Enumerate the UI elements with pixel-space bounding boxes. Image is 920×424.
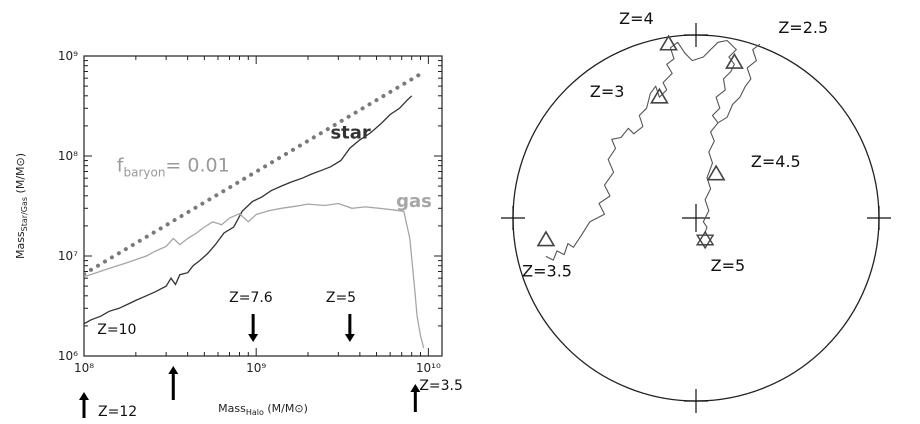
y-axis-label: MassStar/Gas (M/M⊙) [14,153,29,259]
star-marker [695,234,715,250]
redshift-label: Z=7.6 [229,290,273,306]
triangle-marker [536,230,556,247]
series-line-baryon [84,72,423,276]
orbit-track-branch [717,43,761,124]
redshift-point-label: Z=4 [619,9,654,28]
redshift-arrow: Z=5 [326,290,356,342]
redshift-arrow: Z=3.5 [410,378,463,412]
series-line-gas [84,202,425,349]
triangle-marker [650,87,669,104]
redshift-label: Z=12 [98,404,137,420]
series-group [84,72,425,349]
y-tick-label: 10⁹ [58,49,78,63]
redshift-point-label: Z=2.5 [778,18,828,37]
redshift-arrow: Z=12 [79,392,137,420]
redshift-label: Z=5 [326,290,356,306]
triangle-marker [725,52,744,69]
redshift-arrow: Z=7.6 [229,290,273,342]
star-marker [695,230,715,246]
series-label-gas: gas [396,191,432,212]
arrow-head [248,334,259,342]
x-tick-label: 10¹⁰ [416,361,441,375]
series-line-star [84,95,413,325]
redshift-label: Z=3.5 [419,378,463,394]
redshift-arrow: Z=10 [97,322,179,400]
x-axis-label: MassHalo (M/M⊙) [218,402,308,417]
arrow-head [344,334,355,342]
arrow-head [168,366,179,374]
arrow-head [410,384,421,392]
redshift-point-label: Z=4.5 [751,152,801,171]
redshift-point-label: Z=3.5 [522,262,572,281]
orbit-track [545,39,737,261]
plot-frame [83,55,443,357]
redshift-point-label: Z=5 [711,256,746,275]
y-tick-label: 10⁸ [58,149,78,163]
triangle-marker [659,34,678,51]
x-tick-label: 10⁸ [74,361,94,375]
redshift-label: Z=10 [97,322,136,338]
redshift-point-label: Z=3 [590,82,625,101]
y-axis-label-group: MassStar/Gas (M/M⊙) [14,153,29,259]
y-tick-label: 10⁷ [58,249,78,263]
triangle-marker [706,164,726,181]
y-tick-label: 10⁶ [58,349,78,363]
mass-growth-chart: 10⁸ 10⁹ 10¹⁰ 10⁶ 10⁷ 10⁸ 10⁹ MassHalo (M/M⊙) Mas… [14,49,463,420]
series-label-star: star [330,122,370,143]
arrow-head [79,392,89,400]
x-tick-label: 10⁹ [246,361,266,375]
baryon-fraction-label: fbaryon= 0.01 [117,154,230,179]
orbit-diagram: Z=4 Z=2.5 Z=3 Z=4.5 Z=3.5 Z=5 [501,9,891,413]
